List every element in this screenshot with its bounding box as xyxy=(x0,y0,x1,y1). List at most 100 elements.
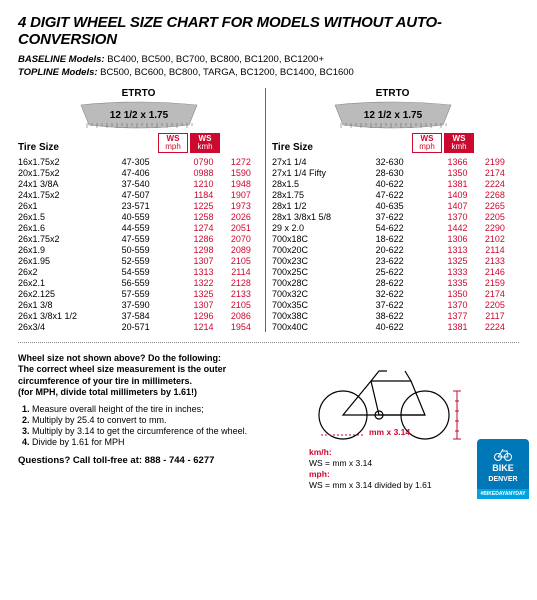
kmh-cell: 2199 xyxy=(477,156,513,167)
table-row: 26x2.125 57-559 1325 2133 xyxy=(18,288,259,299)
table-row: 26x1 23-571 1225 1973 xyxy=(18,200,259,211)
etrto-cell: 20-571 xyxy=(122,321,185,332)
table-row: 700x32C 32-622 1350 2174 xyxy=(272,288,513,299)
mph-cell: 1313 xyxy=(184,266,223,277)
mph-cell: 1409 xyxy=(438,189,477,200)
table-row: 26x2.1 56-559 1322 2128 xyxy=(18,277,259,288)
etrto-cell: 40-622 xyxy=(376,321,439,332)
etrto-cell: 44-559 xyxy=(122,222,185,233)
mph-cell: 1306 xyxy=(438,233,477,244)
logo-tag: #BIKEDAYANYDAY xyxy=(477,489,529,499)
kmh-cell: 2205 xyxy=(477,299,513,310)
etrto-cell: 37-622 xyxy=(376,211,439,222)
mm-314-label: mm x 3.14 xyxy=(369,427,410,437)
tire-cell: 26x1.9 xyxy=(18,244,122,255)
etrto-cell: 23-622 xyxy=(376,255,439,266)
etrto-cell: 37-540 xyxy=(122,178,185,189)
col-headers-right: Tire Size WSmph WSkmh xyxy=(272,133,513,153)
kmh-cell: 2133 xyxy=(223,288,259,299)
table-row: 700x20C 20-622 1313 2114 xyxy=(272,244,513,255)
etrto-cell: 28-630 xyxy=(376,167,439,178)
table-row: 700x35C 37-622 1370 2205 xyxy=(272,299,513,310)
tire-cell: 16x1.75x2 xyxy=(18,156,122,167)
mph-cell: 1350 xyxy=(438,288,477,299)
topline-label: TOPLINE Models: xyxy=(18,67,98,78)
footer-text: Wheel size not shown above? Do the follo… xyxy=(18,353,299,491)
table-row: 700x25C 25-622 1333 2146 xyxy=(272,266,513,277)
etrto-cell: 40-635 xyxy=(376,200,439,211)
mph-cell: 1325 xyxy=(184,288,223,299)
topline-line: TOPLINE Models: BC500, BC600, BC800, TAR… xyxy=(18,67,519,78)
mph-cell: 1286 xyxy=(184,233,223,244)
footer: Wheel size not shown above? Do the follo… xyxy=(18,353,519,491)
mph-label: mph: xyxy=(309,469,330,479)
etrto-cell: 37-584 xyxy=(122,310,185,321)
kmh-cell: 2128 xyxy=(223,277,259,288)
lead-2: The correct wheel size measurement is th… xyxy=(18,364,226,374)
kmh-cell: 2105 xyxy=(223,299,259,310)
tire-cell: 700x40C xyxy=(272,321,376,332)
kmh-formula: WS = mm x 3.14 xyxy=(309,458,372,468)
tire-cell: 27x1 1/4 Fifty xyxy=(272,167,376,178)
table-row: 26x2 54-559 1313 2114 xyxy=(18,266,259,277)
tire-cell: 28x1 3/8x1 5/8 xyxy=(272,211,376,222)
table-row: 26x1.95 52-559 1307 2105 xyxy=(18,255,259,266)
lead-4: (for MPH, divide total millimeters by 1.… xyxy=(18,387,197,397)
etrto-cell: 38-622 xyxy=(376,310,439,321)
table-row: 26x3/4 20-571 1214 1954 xyxy=(18,321,259,332)
table-row: 20x1.75x2 47-406 0988 1590 xyxy=(18,167,259,178)
data-table-right: 27x1 1/4 32-630 1366 2199 27x1 1/4 Fifty… xyxy=(272,156,513,332)
tire-cell: 26x2 xyxy=(18,266,122,277)
ruler-icon-left: 12 1/2 x 1.75 xyxy=(79,101,199,129)
table-row: 27x1 1/4 32-630 1366 2199 xyxy=(272,156,513,167)
mph-cell: 1184 xyxy=(184,189,223,200)
mph-cell: 1377 xyxy=(438,310,477,321)
ruler-icon-right: 12 1/2 x 1.75 xyxy=(333,101,453,129)
logo-line1: BIKE xyxy=(492,463,514,473)
mph-cell: 1335 xyxy=(438,277,477,288)
etrto-cell: 32-622 xyxy=(376,288,439,299)
mph-cell: 1407 xyxy=(438,200,477,211)
kmh-cell: 2224 xyxy=(477,178,513,189)
etrto-cell: 57-559 xyxy=(122,288,185,299)
tire-cell: 700x28C xyxy=(272,277,376,288)
tire-cell: 26x2.125 xyxy=(18,288,122,299)
kmh-cell: 2290 xyxy=(477,222,513,233)
mph-cell: 1225 xyxy=(184,200,223,211)
kmh-cell: 2070 xyxy=(223,233,259,244)
table-row: 26x1.6 44-559 1274 2051 xyxy=(18,222,259,233)
mph-cell: 1296 xyxy=(184,310,223,321)
etrto-cell: 32-630 xyxy=(376,156,439,167)
etrto-cell: 20-622 xyxy=(376,244,439,255)
mph-cell: 1442 xyxy=(438,222,477,233)
baseline-line: BASELINE Models: BC400, BC500, BC700, BC… xyxy=(18,54,519,65)
tire-cell: 26x3/4 xyxy=(18,321,122,332)
table-row: 700x18C 18-622 1306 2102 xyxy=(272,233,513,244)
mph-cell: 1258 xyxy=(184,211,223,222)
ws-mph-header-right: WSmph xyxy=(412,133,442,153)
topline-models: BC500, BC600, BC800, TARGA, BC1200, BC14… xyxy=(100,67,354,78)
kmh-cell: 2174 xyxy=(477,288,513,299)
data-table-left: 16x1.75x2 47-305 0790 1272 20x1.75x2 47-… xyxy=(18,156,259,332)
kmh-cell: 2205 xyxy=(477,211,513,222)
tire-cell: 20x1.75x2 xyxy=(18,167,122,178)
tire-cell: 26x1 3/8x1 1/2 xyxy=(18,310,122,321)
kmh-cell: 2026 xyxy=(223,211,259,222)
kmh-cell: 2089 xyxy=(223,244,259,255)
etrto-label-left: ETRTO xyxy=(18,88,259,99)
ws-mph-header-left: WSmph xyxy=(158,133,188,153)
tire-cell: 26x2.1 xyxy=(18,277,122,288)
table-row: 26x1.75x2 47-559 1286 2070 xyxy=(18,233,259,244)
etrto-cell: 47-622 xyxy=(376,189,439,200)
etrto-cell: 37-590 xyxy=(122,299,185,310)
etrto-cell: 56-559 xyxy=(122,277,185,288)
etrto-cell: 47-559 xyxy=(122,233,185,244)
step-4: Divide by 1.61 for MPH xyxy=(32,437,299,447)
table-row: 29 x 2.0 54-622 1442 2290 xyxy=(272,222,513,233)
mph-cell: 1214 xyxy=(184,321,223,332)
chart-columns: ETRTO 12 1/2 x 1.75 Tire Size WSmph WSkm… xyxy=(18,88,519,332)
mph-cell: 0790 xyxy=(184,156,223,167)
tire-cell: 24x1.75x2 xyxy=(18,189,122,200)
etrto-cell: 47-305 xyxy=(122,156,185,167)
table-row: 700x38C 38-622 1377 2117 xyxy=(272,310,513,321)
